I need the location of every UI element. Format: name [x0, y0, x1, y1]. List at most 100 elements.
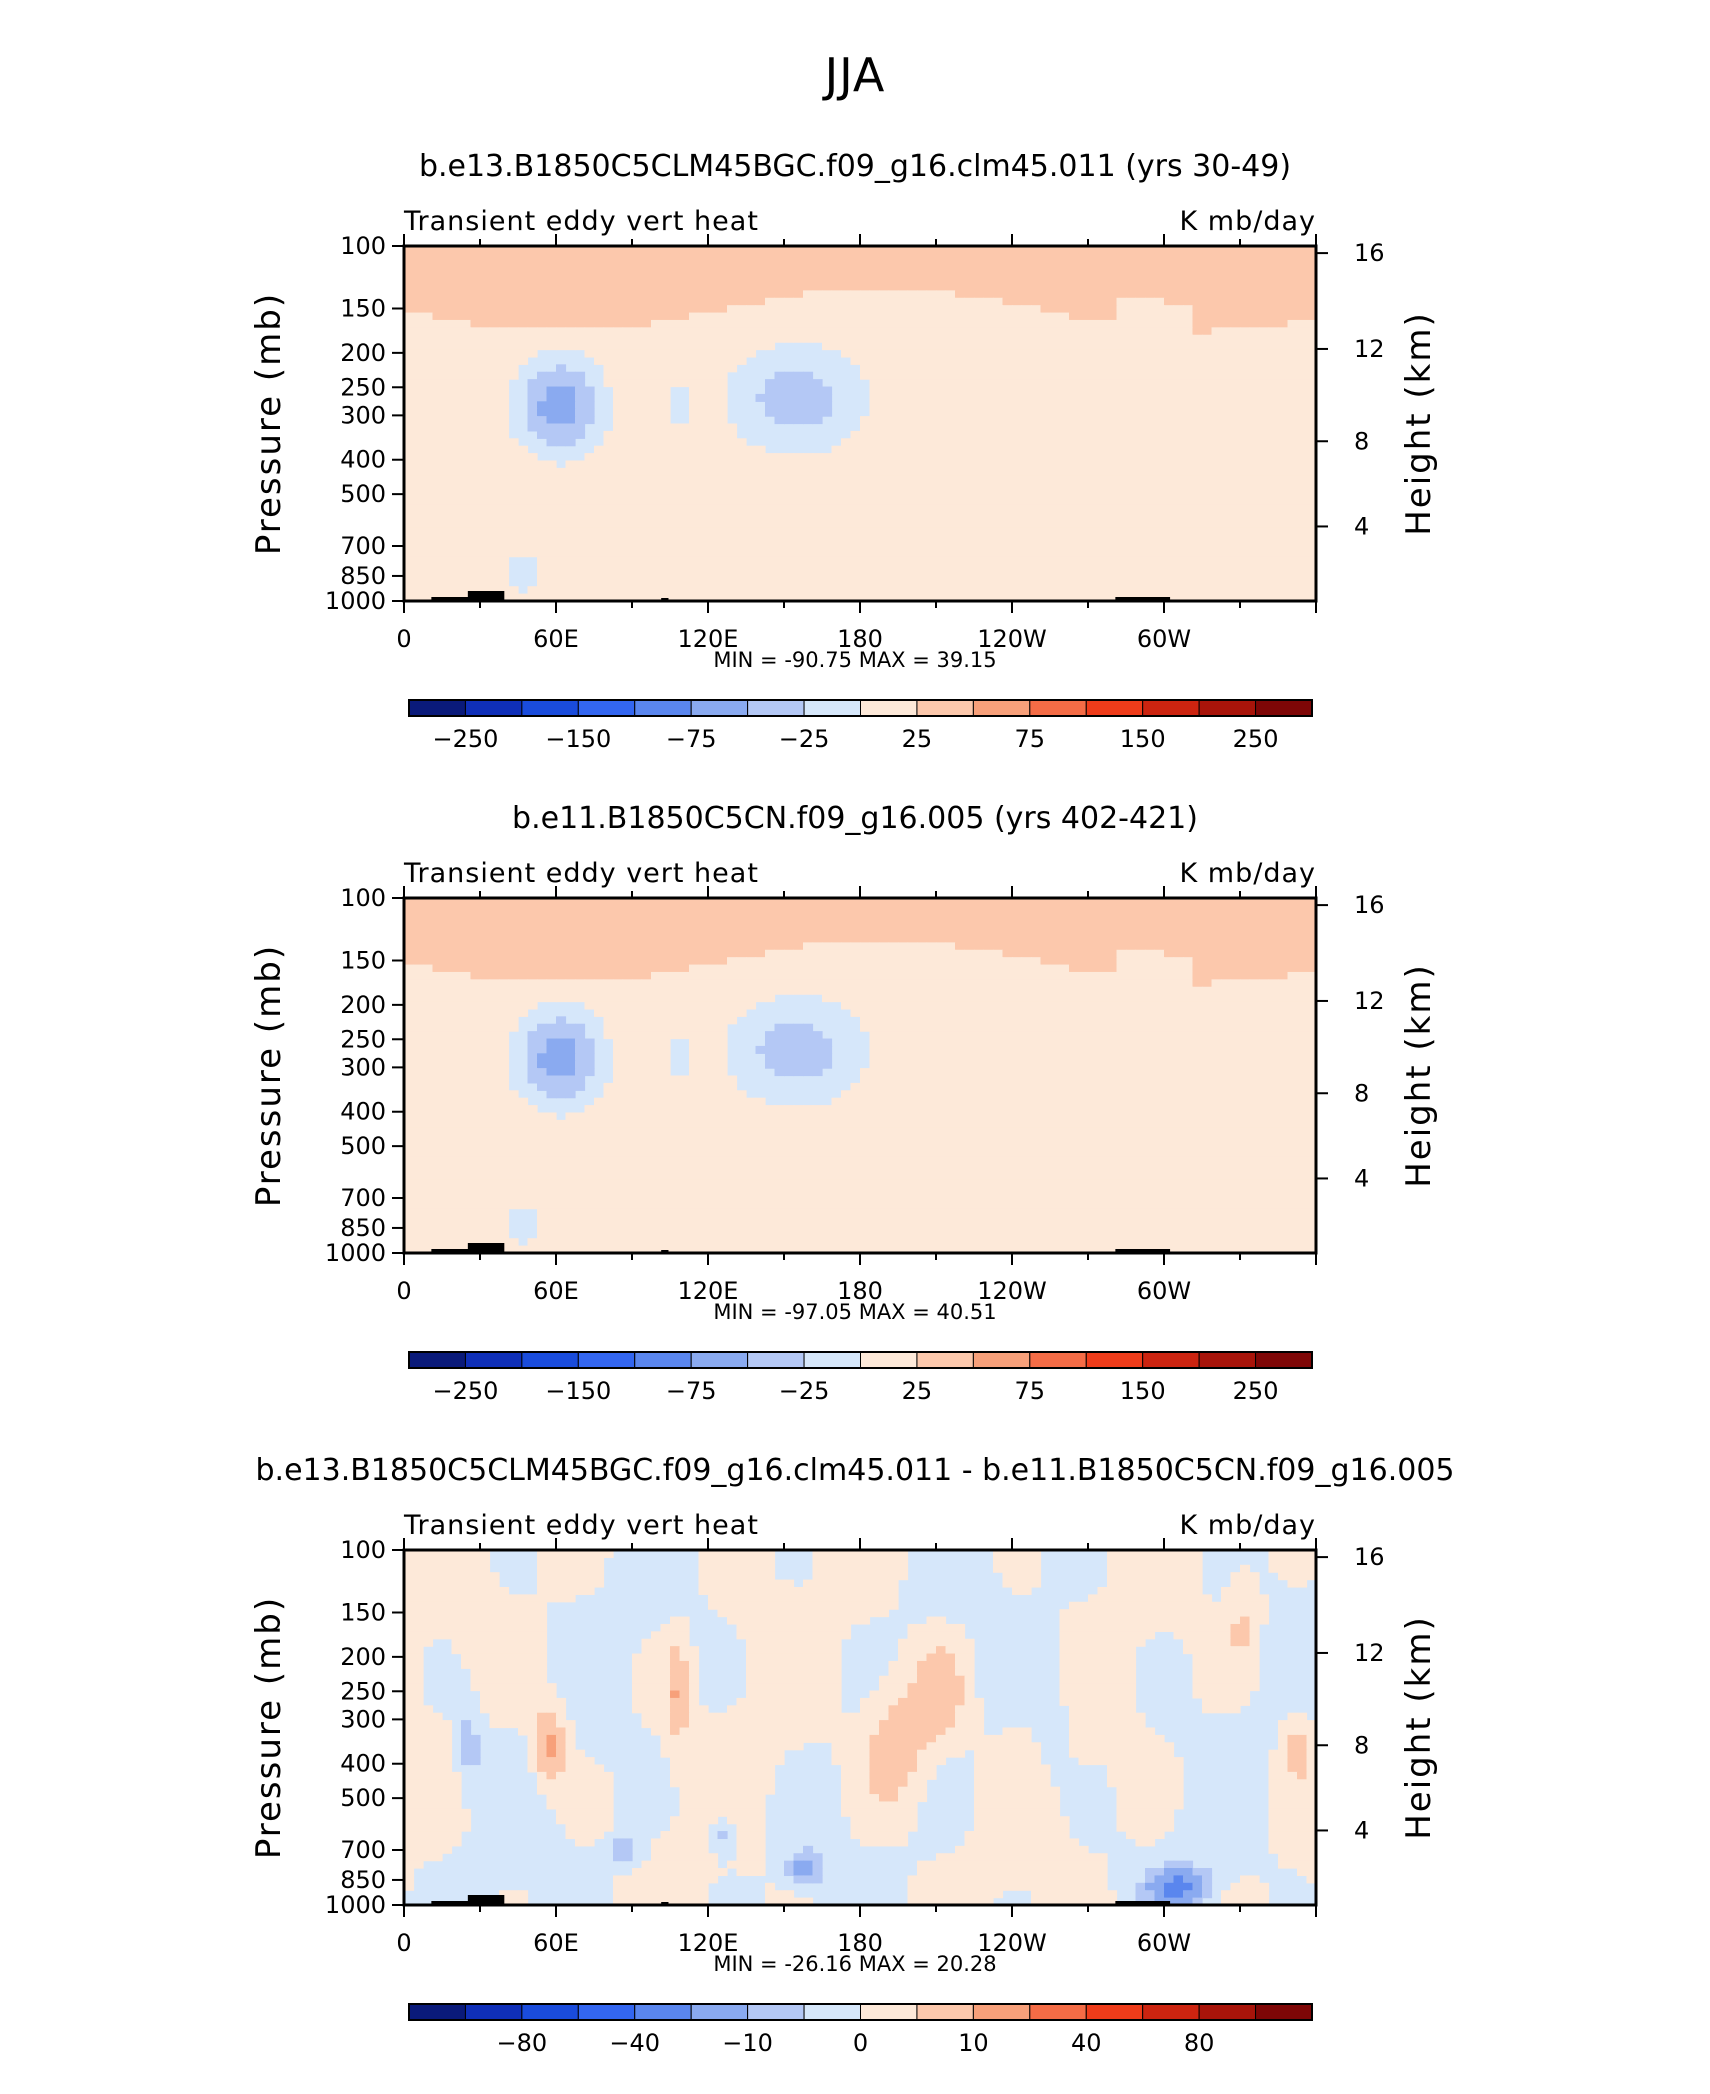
colorbar-swatch [635, 1352, 691, 1368]
colorbar-swatch [1256, 700, 1312, 716]
colorbar-swatch [1030, 2004, 1086, 2020]
colorbar-label: −40 [609, 2029, 660, 2057]
colorbar-label: −10 [722, 2029, 773, 2057]
colorbar-label: −250 [432, 725, 498, 753]
colorbar-label: 0 [853, 2029, 868, 2057]
x-tick-label: 60W [1137, 1277, 1191, 1305]
y-tick-label: 100 [340, 232, 386, 260]
y-tick-label: 700 [340, 532, 386, 560]
colorbar [409, 2004, 1312, 2020]
y2-tick-label: 16 [1354, 891, 1385, 919]
colorbar-label: 250 [1233, 725, 1279, 753]
colorbar-swatch [409, 2004, 465, 2020]
colorbar-swatch [1086, 700, 1142, 716]
colorbar-swatch [804, 1352, 860, 1368]
colorbar-label: −150 [545, 725, 611, 753]
right-string: K mb/day [1180, 858, 1317, 889]
colorbar-swatch [1199, 1352, 1255, 1368]
x-tick-label: 60W [1137, 625, 1191, 653]
colorbar-swatch [409, 700, 465, 716]
y2-tick-label: 4 [1354, 1816, 1369, 1844]
colorbar-swatch [1199, 2004, 1255, 2020]
y-tick-label: 150 [340, 947, 386, 975]
y-tick-label: 500 [340, 1784, 386, 1812]
y2-tick-label: 16 [1354, 1543, 1385, 1571]
colorbar-swatch [1086, 2004, 1142, 2020]
colorbar-swatch [917, 2004, 973, 2020]
colorbar-label: 250 [1233, 1377, 1279, 1405]
y2-tick-label: 12 [1354, 987, 1385, 1015]
colorbar-swatch [1199, 700, 1255, 716]
y-axis-label: Pressure (mb) [249, 1596, 289, 1859]
x-tick-label: 60E [533, 1929, 579, 1957]
chart-panel-2: b.e11.B1850C5CN.f09_g16.005 (yrs 402-421… [0, 792, 1710, 1442]
panel-title: b.e13.B1850C5CLM45BGC.f09_g16.clm45.011 … [255, 1453, 1454, 1488]
colorbar-swatch [465, 700, 521, 716]
y-tick-label: 300 [340, 401, 386, 429]
colorbar-swatch [1086, 1352, 1142, 1368]
min-max-label: MIN = -97.05 MAX = 40.51 [713, 1300, 996, 1324]
colorbar-swatch [748, 2004, 804, 2020]
colorbar-swatch [635, 700, 691, 716]
colorbar-swatch [1143, 2004, 1199, 2020]
y2-tick-label: 4 [1354, 1164, 1369, 1192]
y2-tick-label: 8 [1354, 427, 1369, 455]
colorbar-swatch [1256, 1352, 1312, 1368]
colorbar-swatch [804, 700, 860, 716]
y-tick-label: 200 [340, 1643, 386, 1671]
colorbar-swatch [1256, 2004, 1312, 2020]
colorbar-swatch [522, 700, 578, 716]
heatmap-field [404, 898, 1317, 1254]
x-tick-label: 60E [533, 625, 579, 653]
y-tick-label: 300 [340, 1053, 386, 1081]
colorbar-swatch [578, 1352, 634, 1368]
min-max-label: MIN = -90.75 MAX = 39.15 [713, 648, 996, 672]
colorbar-swatch [973, 700, 1029, 716]
y-axis-label: Pressure (mb) [249, 292, 289, 555]
y-tick-label: 400 [340, 446, 386, 474]
x-tick-label: 0 [396, 1277, 411, 1305]
colorbar-swatch [748, 1352, 804, 1368]
colorbar-label: −150 [545, 1377, 611, 1405]
colorbar-label: 75 [1015, 1377, 1046, 1405]
colorbar-label: 75 [1015, 725, 1046, 753]
colorbar-label: −75 [666, 725, 717, 753]
y-axis-label: Pressure (mb) [249, 944, 289, 1207]
chart-panel-3: b.e13.B1850C5CLM45BGC.f09_g16.clm45.011 … [0, 1444, 1710, 2094]
y-tick-label: 400 [340, 1098, 386, 1126]
y-tick-label: 150 [340, 295, 386, 323]
colorbar-swatch [522, 1352, 578, 1368]
colorbar [409, 700, 1312, 716]
y-tick-label: 250 [340, 1677, 386, 1705]
colorbar-swatch [691, 1352, 747, 1368]
y2-tick-label: 16 [1354, 239, 1385, 267]
y2-tick-label: 8 [1354, 1079, 1369, 1107]
y-tick-label: 850 [340, 562, 386, 590]
x-tick-label: 0 [396, 1929, 411, 1957]
y-tick-label: 850 [340, 1866, 386, 1894]
colorbar-swatch [465, 2004, 521, 2020]
colorbar-label: −75 [666, 1377, 717, 1405]
colorbar-label: −25 [779, 725, 830, 753]
left-string: Transient eddy vert heat [403, 206, 759, 237]
colorbar-label: 25 [902, 1377, 933, 1405]
y-tick-label: 300 [340, 1705, 386, 1733]
y-tick-label: 500 [340, 480, 386, 508]
y2-axis-label: Height (km) [1399, 1615, 1439, 1840]
colorbar-swatch [1030, 1352, 1086, 1368]
y-tick-label: 400 [340, 1750, 386, 1778]
colorbar-swatch [1143, 700, 1199, 716]
y-tick-label: 150 [340, 1599, 386, 1627]
y-tick-label: 100 [340, 1536, 386, 1564]
colorbar-swatch [1143, 1352, 1199, 1368]
colorbar-label: 40 [1071, 2029, 1102, 2057]
x-tick-label: 60W [1137, 1929, 1191, 1957]
colorbar-swatch [804, 2004, 860, 2020]
y2-axis-label: Height (km) [1399, 311, 1439, 536]
colorbar-swatch [522, 2004, 578, 2020]
colorbar-swatch [973, 2004, 1029, 2020]
panel-title: b.e13.B1850C5CLM45BGC.f09_g16.clm45.011 … [419, 149, 1291, 184]
colorbar-swatch [635, 2004, 691, 2020]
colorbar-swatch [409, 1352, 465, 1368]
colorbar-swatch [578, 2004, 634, 2020]
